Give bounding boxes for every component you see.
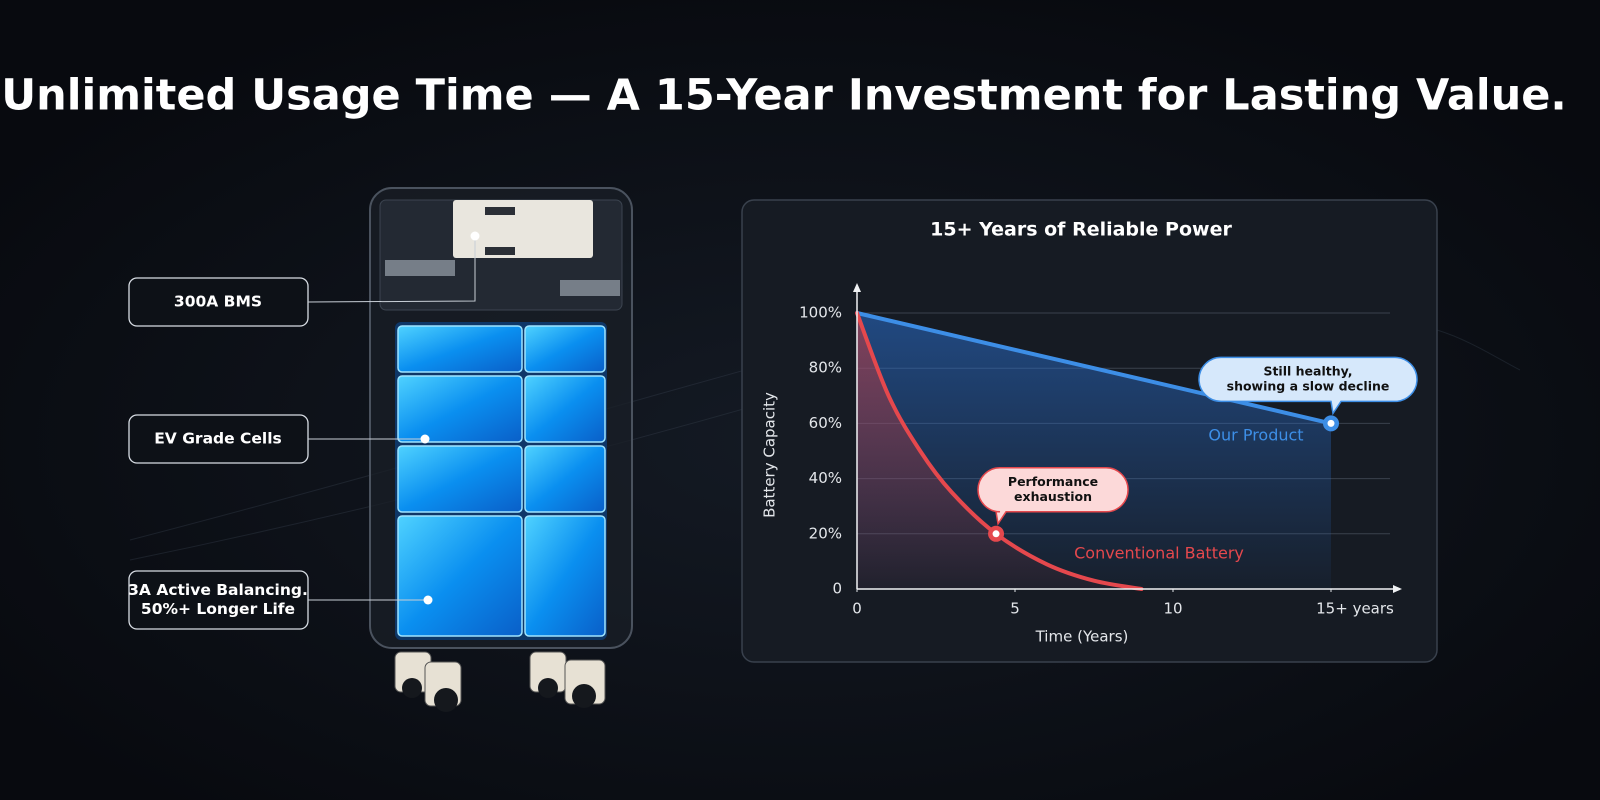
callout-leader (307, 236, 476, 303)
callout-text: EV Grade Cells (154, 430, 282, 448)
y-tick-label: 0 (832, 580, 842, 598)
series-line (855, 311, 1333, 426)
highlight-point-core (1327, 419, 1335, 427)
annotation-bubble (977, 467, 1129, 526)
y-tick-label: 20% (809, 524, 842, 542)
annotation-text: exhaustion (1014, 489, 1092, 504)
callouts: 300A BMS EV Grade Cells 3A Active Balancin… (128, 231, 480, 630)
chart: 15+ Years of Reliable Power 0 20% 40% 60% 80%… (761, 219, 1418, 646)
series-line (855, 311, 1144, 591)
chart-title: 15+ Years of Reliable Power (930, 219, 1232, 241)
annotation-bubble (1198, 356, 1418, 416)
battery-illustration (369, 187, 633, 712)
annotation-text: Performance (1008, 474, 1098, 489)
y-tick-label: 100% (799, 304, 842, 322)
callout-dot (470, 231, 480, 241)
callout-text: 50%+ Longer Life (141, 600, 295, 618)
callout-dot (423, 595, 433, 605)
y-axis-label: Battery Capacity (761, 392, 779, 518)
y-axis-arrow (853, 283, 861, 292)
x-axis-arrow (1393, 585, 1402, 593)
x-tick-label: 0 (852, 600, 862, 618)
x-tick-label: 15+ years (1316, 600, 1394, 618)
annotation-text: Still healthy, (1263, 363, 1352, 378)
x-tick-label: 5 (1010, 600, 1020, 618)
callout-dot (420, 434, 430, 444)
y-tick-label: 60% (809, 414, 842, 432)
y-tick-label: 40% (809, 469, 842, 487)
series-area (857, 313, 1142, 589)
callout-text: 300A BMS (174, 293, 262, 311)
callout-text: 3A Active Balancing. (128, 581, 308, 599)
annotation-text: showing a slow decline (1227, 378, 1390, 393)
x-axis-label: Time (Years) (1035, 628, 1129, 646)
highlight-point-core (992, 530, 1000, 538)
series-label: Conventional Battery (1074, 544, 1244, 563)
y-tick-label: 80% (809, 359, 842, 377)
series-label: Our Product (1208, 426, 1303, 445)
x-tick-label: 10 (1163, 600, 1182, 618)
headline: Unlimited Usage Time — A 15-Year Investm… (1, 71, 1567, 121)
